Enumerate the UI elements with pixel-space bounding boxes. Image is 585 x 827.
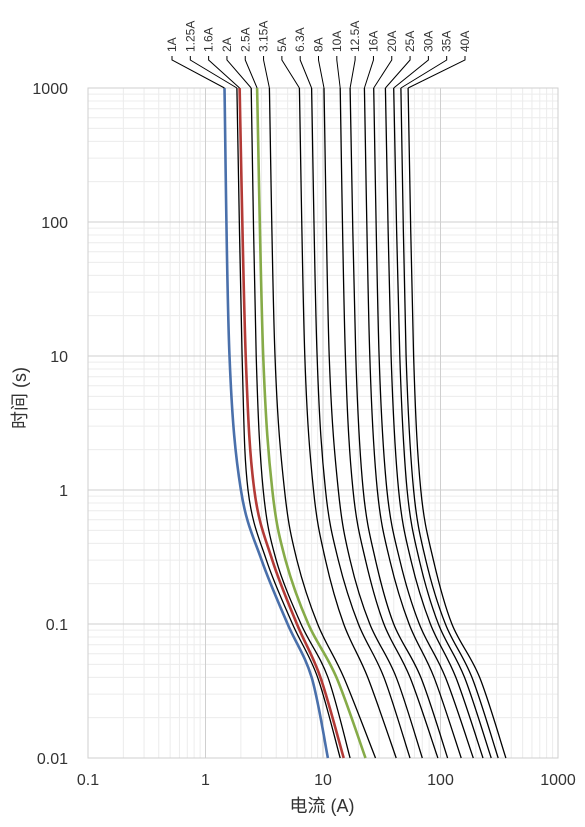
series-line-10A — [339, 87, 439, 759]
series-line-25A — [384, 87, 484, 759]
series-line-1_25A — [236, 87, 341, 759]
series-line-2_5A — [255, 87, 367, 759]
leader-line — [393, 56, 429, 89]
rating-label: 5A — [275, 37, 289, 52]
series-line-40A — [407, 87, 507, 759]
leader-lines — [171, 56, 466, 89]
rating-label: 12.5A — [348, 21, 362, 52]
y-axis-title: 时间 (s) — [10, 367, 30, 429]
y-tick-labels: 1000 100 10 1 0.1 0.01 — [32, 81, 68, 768]
leader-line — [226, 56, 252, 89]
series-line-1A — [223, 87, 330, 759]
rating-label: 30A — [421, 31, 435, 52]
leader-line — [336, 56, 341, 89]
leader-line — [407, 56, 466, 89]
x-tick-labels: 0.1 1 10 100 1000 — [77, 772, 576, 789]
x-axis-title: 电流 (A) — [290, 796, 355, 816]
leader-line — [244, 56, 258, 89]
rating-label: 16A — [366, 31, 380, 52]
series-line-5A — [298, 87, 397, 759]
rating-label: 1.25A — [183, 21, 197, 52]
rating-label: 2.5A — [238, 27, 252, 52]
y-tick-label: 1 — [59, 483, 68, 500]
y-tick-label: 0.1 — [46, 617, 68, 634]
series-line-3_15A — [268, 87, 377, 759]
y-tick-label: 1000 — [32, 81, 68, 98]
series-line-12_5A — [349, 87, 449, 759]
series-line-20A — [373, 87, 474, 759]
leader-line — [318, 56, 325, 89]
series-line-30A — [393, 87, 492, 759]
rating-label: 1.6A — [202, 27, 216, 52]
y-tick-label: 0.01 — [37, 751, 68, 768]
leader-line — [363, 56, 374, 89]
x-tick-label: 1000 — [540, 772, 576, 789]
series-line-16A — [363, 87, 462, 759]
series-line-2A — [250, 87, 351, 759]
rating-label: 40A — [458, 31, 472, 52]
rating-label: 6.3A — [293, 27, 307, 52]
leader-line — [385, 56, 411, 89]
leader-line — [208, 56, 240, 89]
y-tick-label: 100 — [41, 215, 68, 232]
rating-label: 2A — [220, 37, 234, 52]
leader-line — [189, 56, 238, 89]
rating-label: 3.15A — [257, 21, 271, 52]
leader-line — [373, 56, 393, 89]
leader-line — [281, 56, 300, 89]
leader-line — [400, 56, 448, 89]
rating-labels: 1A 1.25A 1.6A 2A 2.5A 3.15A 5A 6.3A 8A 10A 12.5A 16… — [165, 21, 472, 52]
x-tick-label: 10 — [314, 772, 332, 789]
grid-major — [87, 87, 559, 759]
rating-label: 1A — [165, 37, 179, 52]
x-tick-label: 1 — [201, 772, 210, 789]
rating-label: 25A — [403, 31, 417, 52]
series-line-1_6A — [238, 87, 345, 759]
leader-line — [299, 56, 313, 89]
series-lines — [223, 87, 507, 759]
leader-line — [171, 56, 225, 89]
rating-label: 10A — [330, 31, 344, 52]
series-line-8A — [323, 87, 423, 759]
series-line-6_3A — [310, 87, 411, 759]
series-line-35A — [400, 87, 499, 759]
leader-line — [349, 56, 356, 89]
rating-label: 35A — [440, 31, 454, 52]
x-tick-label: 100 — [427, 772, 454, 789]
x-tick-label: 0.1 — [77, 772, 99, 789]
leader-line — [263, 56, 270, 89]
y-tick-label: 10 — [50, 349, 68, 366]
rating-label: 20A — [385, 31, 399, 52]
rating-label: 8A — [312, 37, 326, 52]
